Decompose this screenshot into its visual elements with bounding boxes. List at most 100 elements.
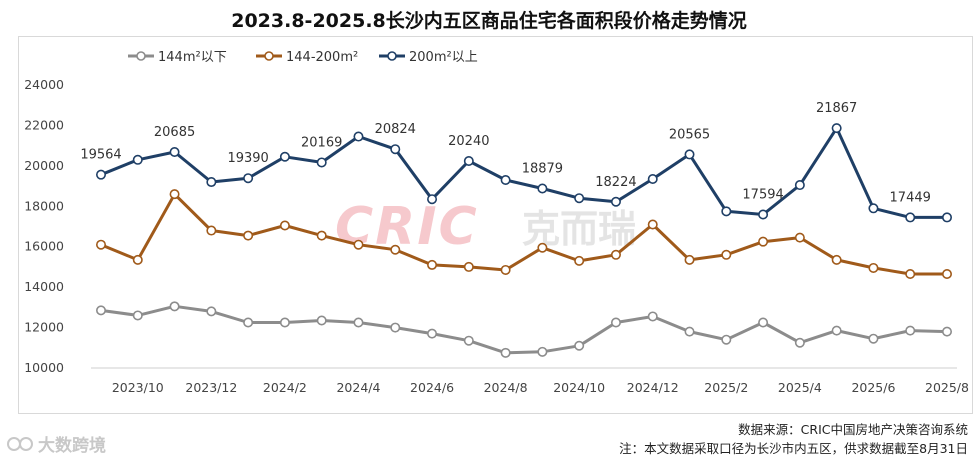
data-point [831, 254, 842, 265]
data-point [390, 244, 401, 255]
legend-label-2: 200m²以上 [409, 50, 478, 65]
data-point [794, 337, 805, 348]
data-point [794, 180, 805, 191]
data-label: 21867 [816, 101, 857, 116]
data-point [868, 203, 879, 214]
legend-label-0: 144m²以下 [158, 50, 227, 65]
data-point [463, 335, 474, 346]
series-line-1 [100, 192, 947, 276]
x-tick-label: 2024/10 [553, 380, 605, 395]
series-line-0 [100, 304, 948, 355]
data-point [647, 311, 658, 322]
data-point [574, 193, 585, 204]
x-tick-label: 2023/12 [185, 380, 237, 395]
data-point [758, 236, 769, 247]
data-point [316, 315, 327, 326]
data-point [721, 249, 732, 260]
data-label: 20240 [448, 134, 489, 149]
series-line-2 [100, 126, 947, 219]
data-point [427, 259, 438, 270]
y-tick-label: 22000 [24, 117, 64, 132]
data-point [427, 328, 438, 339]
data-point [721, 206, 732, 217]
data-point [206, 177, 217, 188]
data-point [647, 219, 658, 230]
data-point [390, 322, 401, 333]
legend-marker-1 [264, 51, 274, 61]
x-tick-label: 2024/2 [263, 380, 307, 395]
x-tick-label: 2023/10 [112, 380, 164, 395]
data-point [427, 194, 438, 205]
note-text: 注：本文数据采取口径为长沙市内五区，供求数据截至8月31日 [619, 441, 968, 456]
x-tick-label: 2025/8 [925, 380, 969, 395]
data-label: 17449 [890, 190, 931, 205]
data-point [316, 157, 327, 168]
y-tick-label: 12000 [24, 320, 64, 335]
data-label: 20824 [375, 122, 416, 137]
x-tick-label: 2024/4 [336, 380, 380, 395]
legend-marker-2 [387, 51, 397, 61]
data-point [96, 305, 107, 316]
data-point [500, 264, 511, 275]
data-point [610, 249, 621, 260]
footer-brand: 大数跨境 [38, 436, 106, 456]
data-point [353, 131, 364, 142]
data-point [905, 212, 916, 223]
x-tick-label: 2025/4 [778, 380, 822, 395]
data-point [500, 347, 511, 358]
data-point [868, 262, 879, 273]
data-point [758, 317, 769, 328]
x-tick-label: 2024/8 [484, 380, 528, 395]
data-point [169, 301, 180, 312]
source-text: 数据来源：CRIC中国房地产决策咨询系统 [738, 422, 968, 437]
x-tick-label: 2025/2 [704, 380, 748, 395]
data-point [96, 239, 107, 250]
data-point [941, 212, 952, 223]
footer-logo-icon [7, 437, 33, 451]
data-point [647, 173, 658, 184]
data-point [206, 306, 217, 317]
data-point [684, 254, 695, 265]
data-point [279, 151, 290, 162]
data-point [500, 175, 511, 186]
y-tick-label: 24000 [24, 77, 64, 92]
data-point [794, 232, 805, 243]
data-point [243, 230, 254, 241]
data-label: 20169 [301, 135, 342, 150]
data-point [941, 326, 952, 337]
data-point [169, 147, 180, 158]
data-point [169, 189, 180, 200]
data-point [758, 209, 769, 220]
data-point [316, 230, 327, 241]
data-label: 20565 [669, 127, 710, 142]
data-point [353, 239, 364, 250]
x-tick-label: 2024/6 [410, 380, 454, 395]
y-tick-label: 16000 [24, 239, 64, 254]
legend-marker-0 [136, 51, 146, 61]
x-tick-label: 2025/6 [851, 380, 895, 395]
data-point [463, 261, 474, 272]
data-point [132, 154, 143, 165]
data-label: 17594 [742, 187, 783, 202]
data-point [243, 173, 254, 184]
data-label: 19564 [80, 148, 121, 163]
legend-label-1: 144-200m² [286, 50, 358, 65]
data-point [574, 340, 585, 351]
data-point [132, 254, 143, 265]
data-point [721, 334, 732, 345]
data-label: 18879 [522, 162, 563, 177]
data-point [831, 123, 842, 134]
y-tick-label: 14000 [24, 279, 64, 294]
data-point [537, 183, 548, 194]
data-point [684, 149, 695, 160]
data-point [96, 169, 107, 180]
data-point [831, 325, 842, 336]
data-point [243, 317, 254, 328]
data-point [132, 310, 143, 321]
data-point [537, 346, 548, 357]
data-point [574, 255, 585, 266]
data-label: 20685 [154, 125, 195, 140]
y-tick-label: 10000 [24, 360, 64, 375]
x-tick-label: 2024/12 [627, 380, 679, 395]
